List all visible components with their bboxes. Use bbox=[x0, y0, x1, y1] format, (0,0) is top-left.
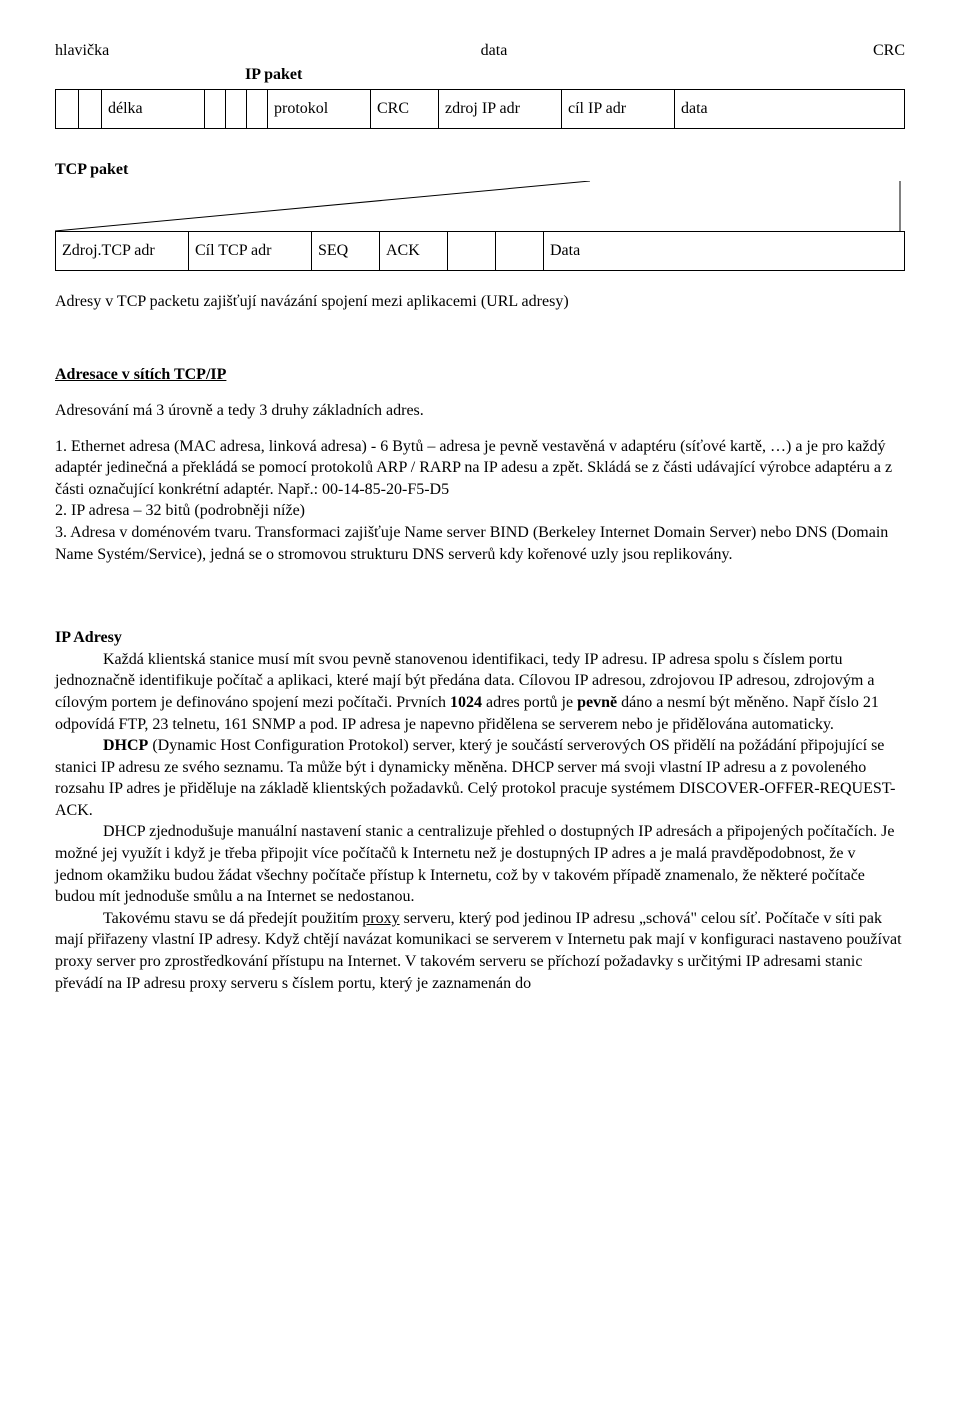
cell-cil: cíl IP adr bbox=[562, 90, 675, 129]
ip-packet-table: délka protokol CRC zdroj IP adr cíl IP a… bbox=[55, 89, 905, 129]
paragraph: Adresování má 3 úrovně a tedy 3 druhy zá… bbox=[55, 400, 905, 422]
table-row: Zdroj.TCP adr Cíl TCP adr SEQ ACK Data bbox=[56, 231, 905, 270]
cell-protokol: protokol bbox=[268, 90, 371, 129]
cell-empty bbox=[496, 231, 544, 270]
cell-delka: délka bbox=[102, 90, 205, 129]
cell-empty bbox=[448, 231, 496, 270]
text-bold: pevně bbox=[577, 694, 617, 711]
table-row: délka protokol CRC zdroj IP adr cíl IP a… bbox=[56, 90, 905, 129]
cell-cil-tcp: Cíl TCP adr bbox=[189, 231, 312, 270]
text-bold: 1024 bbox=[450, 694, 482, 711]
tcp-packet-table: Zdroj.TCP adr Cíl TCP adr SEQ ACK Data bbox=[55, 231, 905, 271]
tcp-paket-label: TCP paket bbox=[55, 159, 905, 181]
cell-data: data bbox=[675, 90, 905, 129]
diagram-lines bbox=[55, 181, 905, 231]
cell-seq: SEQ bbox=[312, 231, 380, 270]
frame-top-labels: hlavička data CRC bbox=[55, 40, 905, 62]
text-underline: proxy bbox=[362, 910, 399, 927]
paragraph: DHCP (Dynamic Host Configuration Protoko… bbox=[55, 735, 905, 821]
paragraph: 3. Adresa v doménovém tvaru. Transformac… bbox=[55, 522, 905, 565]
label-crc: CRC bbox=[873, 40, 905, 62]
cell-crc: CRC bbox=[371, 90, 439, 129]
cell-narrow bbox=[226, 90, 247, 129]
text: Takovému stavu se dá předejít použitím bbox=[103, 910, 362, 927]
paragraph: 1. Ethernet adresa (MAC adresa, linková … bbox=[55, 436, 905, 501]
paragraph: DHCP zjednodušuje manuální nastavení sta… bbox=[55, 821, 905, 907]
paragraph: Každá klientská stanice musí mít svou pe… bbox=[55, 649, 905, 735]
paragraph: 2. IP adresa – 32 bitů (podrobněji níže) bbox=[55, 500, 905, 522]
cell-narrow bbox=[247, 90, 268, 129]
cell-narrow bbox=[79, 90, 102, 129]
label-data: data bbox=[481, 40, 508, 62]
tcp-description: Adresy v TCP packetu zajišťují navázání … bbox=[55, 291, 905, 313]
cell-narrow bbox=[56, 90, 79, 129]
section-title-adresace: Adresace v sítích TCP/IP bbox=[55, 364, 905, 386]
text: adres portů je bbox=[482, 694, 577, 711]
text: (Dynamic Host Configuration Protokol) se… bbox=[55, 737, 895, 819]
cell-data: Data bbox=[544, 231, 905, 270]
cell-zdroj-tcp: Zdroj.TCP adr bbox=[56, 231, 189, 270]
label-hlavicka: hlavička bbox=[55, 40, 115, 62]
paragraph: Takovému stavu se dá předejít použitím p… bbox=[55, 908, 905, 994]
cell-ack: ACK bbox=[380, 231, 448, 270]
cell-zdroj: zdroj IP adr bbox=[439, 90, 562, 129]
text-bold: DHCP bbox=[103, 737, 148, 754]
ip-paket-label: IP paket bbox=[245, 64, 905, 86]
section-title-ip-adresy: IP Adresy bbox=[55, 627, 905, 649]
cell-narrow bbox=[205, 90, 226, 129]
